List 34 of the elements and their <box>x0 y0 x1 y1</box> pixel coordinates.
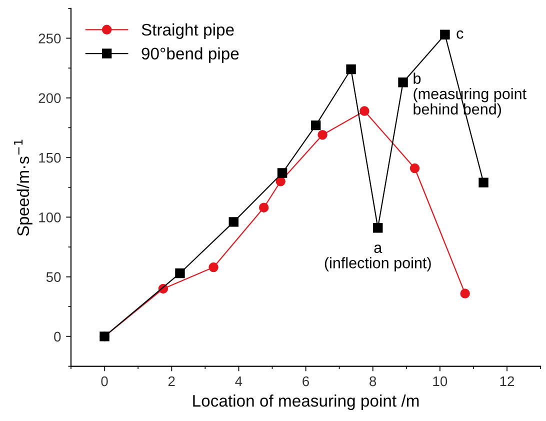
x-tick-label: 10 <box>433 376 448 386</box>
x-tick-label: 2 <box>168 376 175 386</box>
x-tick-label: 6 <box>302 376 310 386</box>
point <box>258 202 269 212</box>
point <box>346 64 356 74</box>
legend-label: 90°bend pipe <box>142 47 239 63</box>
annotation: a (inflection point) <box>324 244 431 272</box>
point <box>373 223 383 233</box>
point <box>460 288 470 298</box>
y-tick-label: 100 <box>39 212 61 222</box>
point <box>277 168 288 178</box>
annotation: c <box>456 30 464 39</box>
point <box>310 120 321 130</box>
y-tick-label: 0 <box>54 332 61 342</box>
point <box>208 262 218 272</box>
y-tick-label: 150 <box>39 152 61 163</box>
point <box>318 130 328 140</box>
point <box>360 106 370 116</box>
x-axis-title: Location of measuring point /m <box>193 394 419 410</box>
point <box>410 163 420 174</box>
y-tick-label: 200 <box>38 93 61 104</box>
y-tick-label: 50 <box>46 272 61 282</box>
point <box>228 217 239 227</box>
point <box>478 178 488 188</box>
x-tick-label: 8 <box>370 376 376 386</box>
point <box>440 30 450 40</box>
y-tick-label: 250 <box>38 34 61 44</box>
point <box>398 78 408 88</box>
x-tick-label: 4 <box>235 376 242 386</box>
x-tick-label: 12 <box>500 376 514 386</box>
x-tick-label: 0 <box>101 376 108 386</box>
point <box>175 268 185 278</box>
legend-label: Straight pipe <box>142 23 234 39</box>
y-axis-title: Speed/m·s$^{−1}$ <box>14 140 32 236</box>
